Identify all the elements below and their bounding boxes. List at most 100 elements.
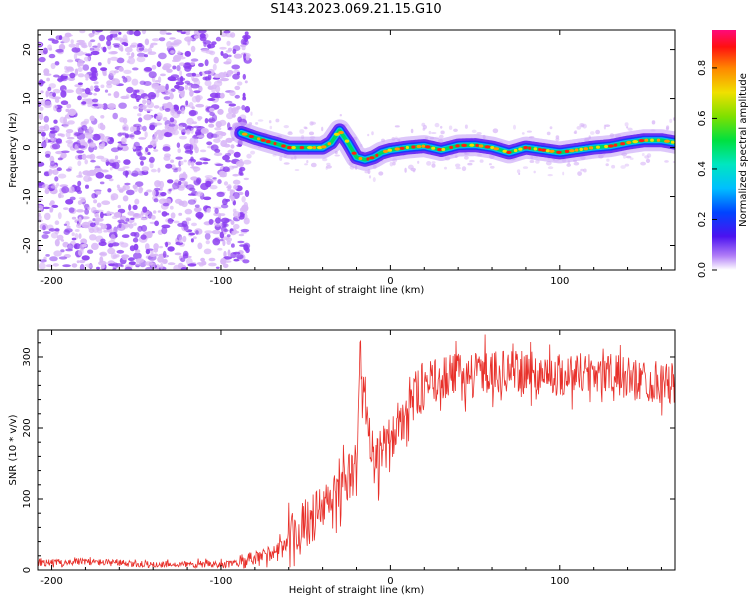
noise-blob (177, 86, 185, 91)
faint-dot (304, 163, 308, 166)
noise-blob (236, 71, 241, 76)
faint-dot (246, 153, 252, 159)
faint-dot (311, 121, 316, 125)
noise-blob (202, 76, 208, 81)
faint-dot (492, 128, 499, 134)
noise-blob (124, 46, 133, 53)
noise-blob (188, 232, 196, 236)
noise-blob (39, 259, 47, 263)
noise-blob (113, 161, 120, 170)
noise-blob (226, 40, 231, 46)
noise-blob (166, 68, 173, 73)
noise-blob (84, 133, 94, 139)
y-tick-label: -10 (22, 188, 33, 204)
noise-blob (151, 262, 156, 269)
noise-blob (179, 177, 186, 182)
noise-blob (209, 50, 216, 56)
noise-blob (52, 125, 60, 133)
faint-dot (279, 156, 283, 162)
faint-dot (513, 124, 516, 130)
noise-blob (205, 240, 210, 245)
noise-blob (91, 70, 97, 79)
signal-peak (644, 138, 649, 142)
noise-blob (92, 98, 99, 103)
noise-blob (172, 112, 181, 119)
noise-blob (50, 137, 55, 142)
noise-blob (202, 161, 209, 165)
noise-blob (163, 155, 171, 161)
noise-blob (81, 125, 88, 131)
noise-blob (89, 222, 96, 228)
noise-blob (217, 179, 222, 185)
noise-blob (101, 200, 111, 205)
noise-blob (196, 135, 205, 138)
noise-blob (213, 212, 222, 217)
noise-blob (196, 262, 203, 265)
noise-blob (65, 89, 74, 93)
faint-dot (547, 174, 553, 177)
noise-blob (57, 173, 67, 179)
noise-blob (165, 32, 172, 35)
faint-dot (595, 129, 600, 135)
noise-blob (111, 242, 120, 247)
noise-blob (243, 159, 252, 165)
noise-blob (136, 125, 140, 133)
noise-blob (211, 229, 221, 235)
noise-blob (127, 257, 135, 262)
faint-dot (467, 162, 473, 166)
noise-blob (40, 90, 44, 94)
signal-peak (411, 145, 416, 149)
noise-blob (231, 243, 235, 248)
noise-blob (205, 180, 212, 188)
noise-blob (224, 218, 232, 222)
signal-peak (437, 148, 442, 152)
noise-blob (126, 86, 134, 94)
noise-blob (187, 263, 197, 267)
noise-blob (45, 90, 49, 98)
signal-peak (287, 146, 292, 150)
noise-blob (148, 71, 157, 79)
noise-blob (126, 52, 131, 56)
noise-blob (54, 228, 60, 232)
noise-blob (167, 179, 174, 184)
noise-blob (227, 47, 233, 52)
noise-blob (177, 148, 181, 154)
noise-blob (147, 51, 157, 55)
faint-dot (304, 126, 308, 130)
faint-dot (529, 160, 535, 163)
noise-blob (39, 106, 44, 111)
noise-blob (185, 31, 191, 36)
noise-blob (47, 86, 52, 92)
noise-blob (60, 90, 67, 98)
faint-dot (573, 161, 580, 166)
noise-blob (152, 189, 156, 197)
noise-blob (146, 231, 153, 239)
noise-blob (89, 115, 95, 122)
signal-peak (416, 144, 422, 149)
noise-blob (214, 92, 222, 99)
noise-blob (233, 184, 238, 190)
noise-blob (222, 198, 228, 206)
noise-blob (183, 62, 190, 69)
noise-blob (151, 64, 157, 70)
faint-dot (394, 125, 400, 128)
noise-blob (146, 101, 155, 109)
signal-peak (528, 146, 532, 150)
noise-blob (122, 195, 129, 202)
noise-blob (218, 119, 227, 126)
noise-blob (82, 98, 89, 102)
noise-blob (242, 73, 246, 80)
noise-blob (135, 258, 145, 263)
noise-blob (157, 133, 164, 141)
noise-blob (242, 259, 250, 264)
noise-blob (38, 80, 46, 84)
signal-peak (394, 147, 400, 151)
noise-blob (55, 138, 63, 144)
noise-blob (142, 99, 147, 105)
y-tick-label: 20 (22, 43, 33, 56)
noise-blob (195, 103, 205, 108)
signal-peak (608, 144, 614, 148)
noise-blob (88, 33, 95, 37)
faint-dot (606, 158, 610, 162)
signal-peak (265, 140, 271, 144)
